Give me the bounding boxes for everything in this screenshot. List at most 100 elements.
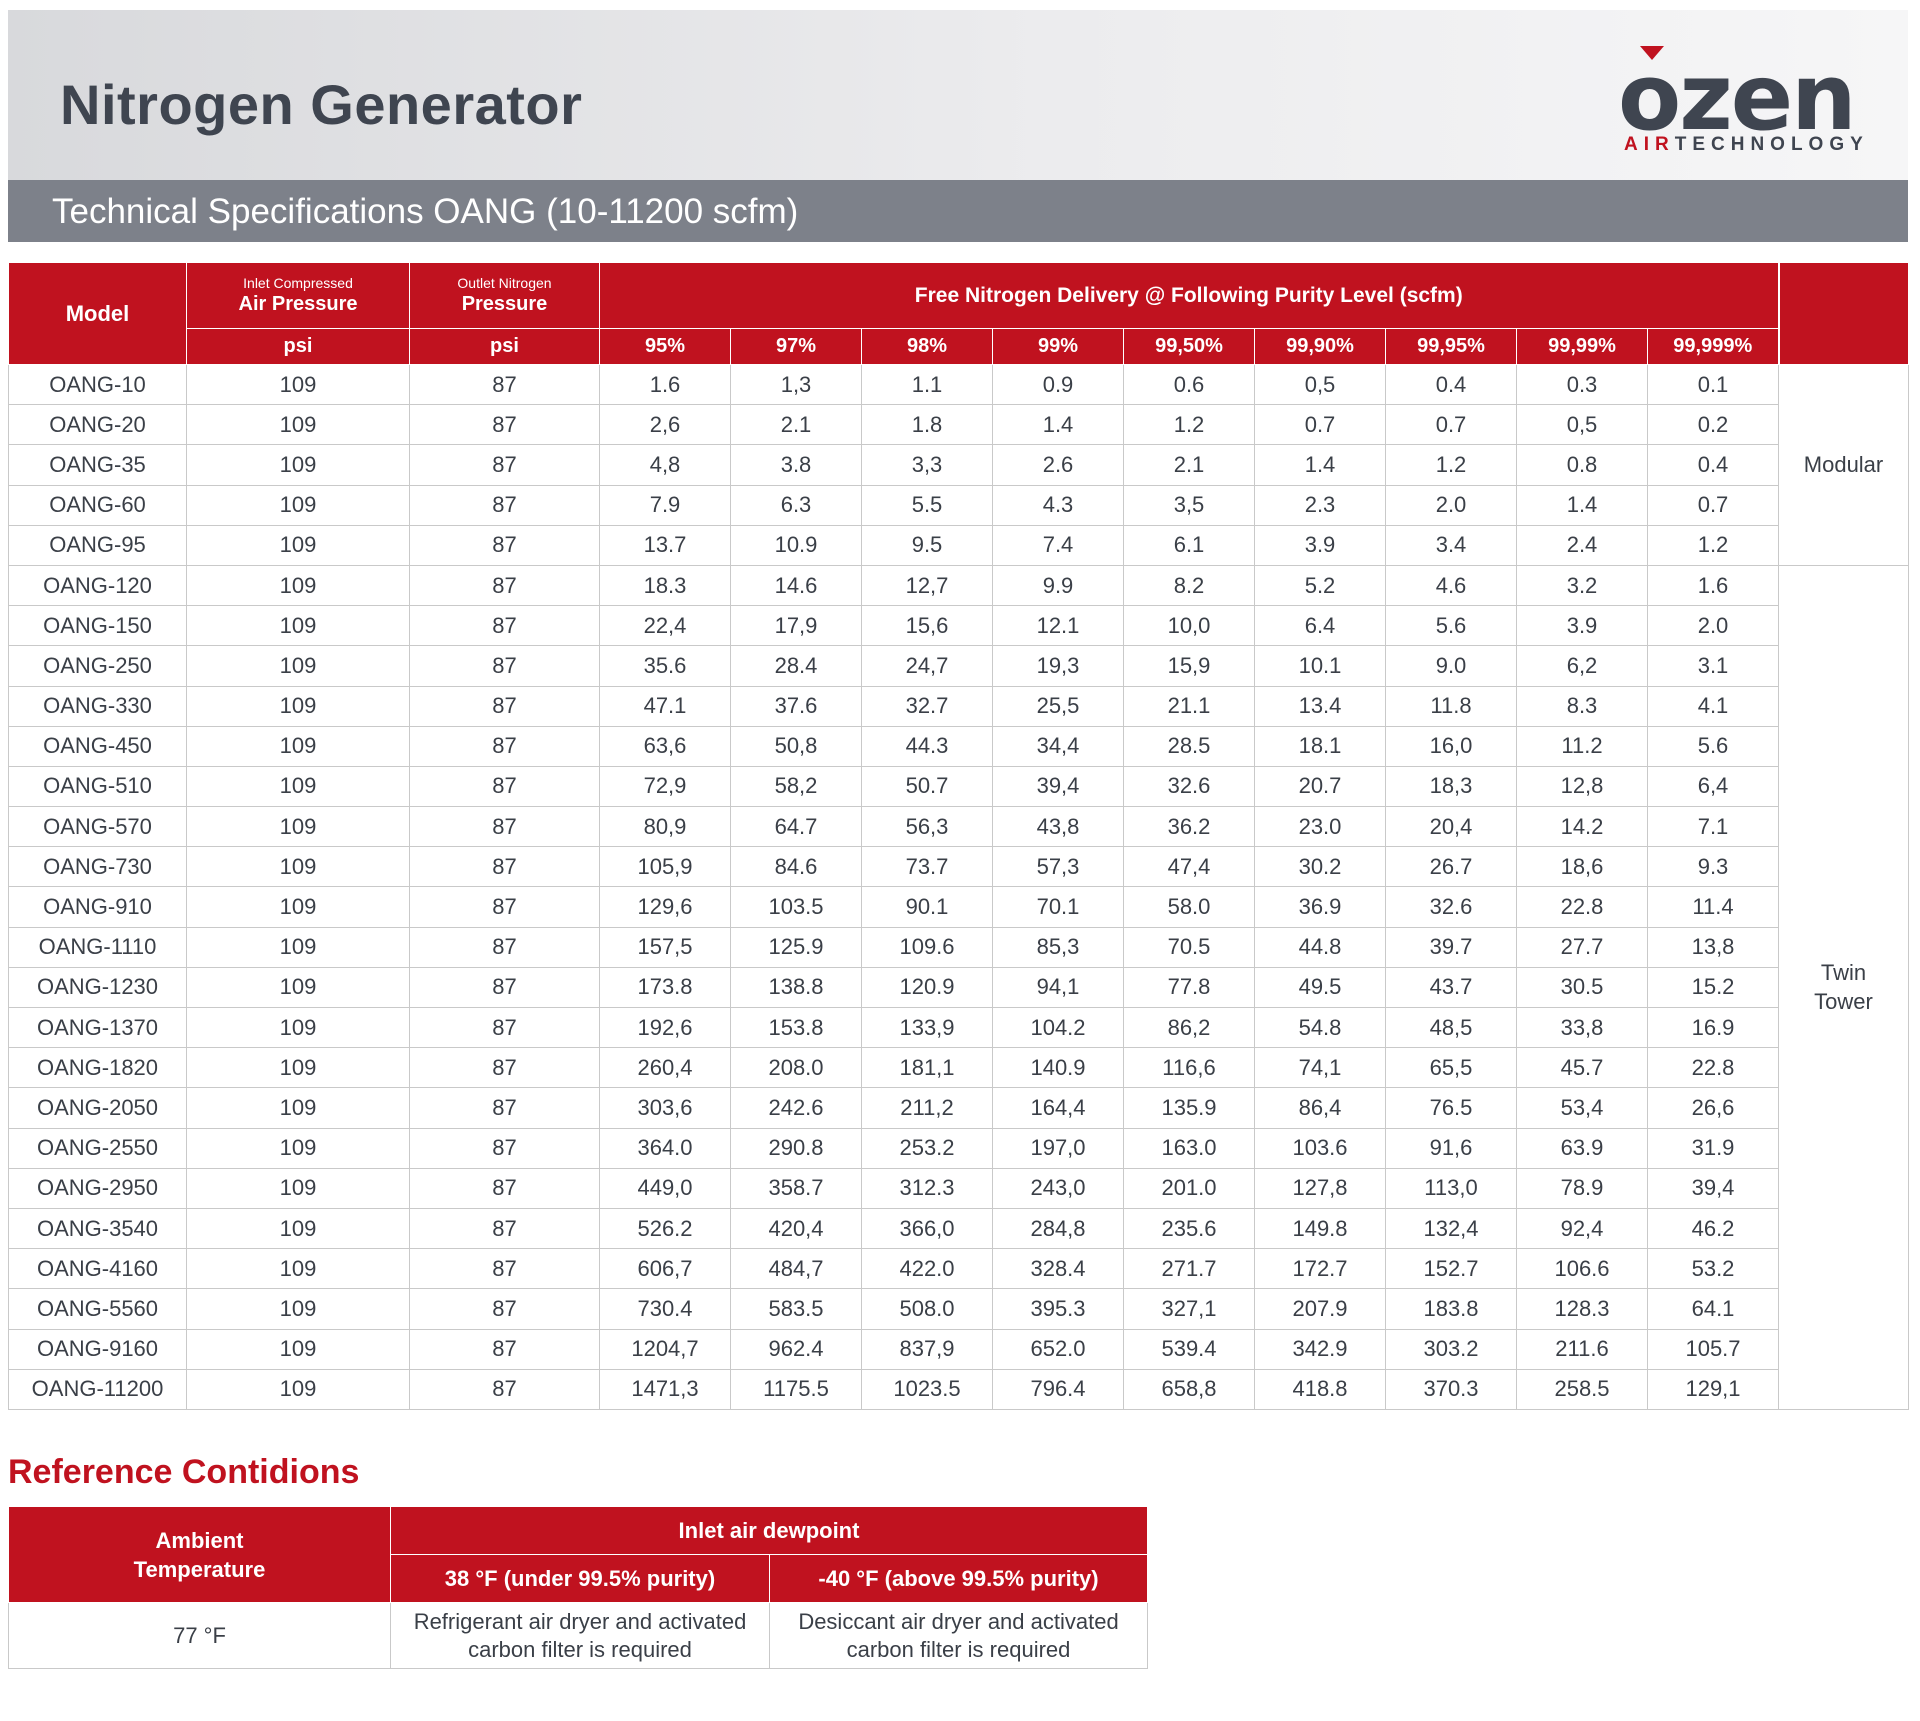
delivery-cell: 0.8 [1516, 444, 1648, 486]
inlet-pressure-cell: 109 [186, 1207, 410, 1250]
inlet-pressure-cell: 109 [186, 966, 410, 1009]
delivery-cell: 56,3 [861, 806, 993, 848]
delivery-cell: 78.9 [1516, 1167, 1648, 1209]
delivery-cell: 32.7 [861, 685, 993, 727]
header-purity: 99,999% [1646, 328, 1780, 365]
delivery-cell: 10,0 [1123, 605, 1255, 647]
inlet-pressure-cell: 109 [186, 1328, 410, 1370]
model-cell: OANG-20 [8, 404, 187, 446]
delivery-cell: 422.0 [861, 1248, 993, 1290]
header-purity: 99,99% [1516, 328, 1648, 365]
outlet-pressure-cell: 87 [409, 1288, 600, 1330]
delivery-cell: 6.1 [1123, 524, 1255, 566]
outlet-pressure-cell: 87 [409, 886, 600, 928]
delivery-cell: 120.9 [861, 966, 993, 1009]
table-row: OANG-4160 109 87 606,7 484,7 422.0 328.4 271.7 1… [8, 1248, 1909, 1290]
inlet-pressure-cell: 109 [186, 1288, 410, 1330]
delivery-cell: 1.4 [1254, 444, 1386, 486]
delivery-cell: 10.1 [1254, 645, 1386, 687]
delivery-cell: 44.8 [1254, 926, 1386, 968]
reference-row: 77 °F Refrigerant air dryer and activate… [8, 1602, 1148, 1669]
header-type [1777, 262, 1910, 365]
delivery-cell: 113,0 [1385, 1167, 1517, 1209]
inlet-pressure-cell: 109 [186, 765, 410, 808]
delivery-cell: 6,4 [1646, 765, 1780, 808]
delivery-cell: 1471,3 [599, 1368, 731, 1410]
delivery-cell: 5.5 [861, 484, 993, 526]
table-row: OANG-450 109 87 63,6 50,8 44.3 34,4 28.5 18.1 16,… [8, 725, 1909, 767]
header-outlet-title: Pressure [461, 293, 548, 315]
delivery-cell: 539.4 [1123, 1328, 1255, 1370]
model-cell: OANG-3540 [8, 1207, 187, 1250]
delivery-cell: 125.9 [730, 926, 862, 968]
delivery-cell: 94,1 [992, 966, 1124, 1009]
delivery-cell: 837,9 [861, 1328, 993, 1370]
delivery-cell: 23.0 [1254, 806, 1386, 848]
delivery-cell: 4.3 [992, 484, 1124, 526]
table-row: OANG-330 109 87 47.1 37.6 32.7 25,5 21.1 13.4 11.… [8, 685, 1909, 727]
table-row: OANG-150 109 87 22,4 17,9 15,6 12.1 10,0 6.4 5.6 3… [8, 605, 1909, 647]
inlet-pressure-cell: 109 [186, 645, 410, 687]
delivery-cell: 30.5 [1516, 966, 1648, 1009]
delivery-cell: 3,3 [861, 444, 993, 486]
delivery-cell: 54.8 [1254, 1006, 1386, 1049]
logo-tagline: AIRTECHNOLOGY [1624, 134, 1869, 156]
inlet-pressure-cell: 109 [186, 1047, 410, 1089]
delivery-cell: 0.2 [1646, 404, 1780, 446]
inlet-pressure-cell: 109 [186, 524, 410, 566]
delivery-cell: 3.8 [730, 444, 862, 486]
inlet-pressure-cell: 109 [186, 1167, 410, 1209]
delivery-cell: 47,4 [1123, 846, 1255, 888]
delivery-cell: 57,3 [992, 846, 1124, 888]
delivery-cell: 327,1 [1123, 1288, 1255, 1330]
delivery-cell: 9.3 [1646, 846, 1780, 888]
delivery-cell: 18,6 [1516, 846, 1648, 888]
delivery-cell: 90.1 [861, 886, 993, 928]
inlet-pressure-cell: 109 [186, 1368, 410, 1410]
header-purity: 98% [861, 328, 993, 365]
model-cell: OANG-1820 [8, 1047, 187, 1089]
delivery-cell: 76.5 [1385, 1087, 1517, 1129]
model-cell: OANG-570 [8, 806, 187, 848]
delivery-cell: 508.0 [861, 1288, 993, 1330]
header-delivery: Free Nitrogen Delivery @ Following Purit… [598, 262, 1780, 329]
model-cell: OANG-730 [8, 846, 187, 888]
delivery-cell: 11.8 [1385, 685, 1517, 727]
logo-tagline-air: AIR [1624, 134, 1675, 155]
delivery-cell: 22.8 [1516, 886, 1648, 928]
header-ambient-line2: Temperature [133, 1556, 266, 1582]
delivery-cell: 13,8 [1646, 926, 1780, 968]
delivery-cell: 20.7 [1254, 765, 1386, 808]
outlet-pressure-cell: 87 [409, 645, 600, 687]
delivery-cell: 103.5 [730, 886, 862, 928]
delivery-cell: 5.6 [1646, 725, 1780, 767]
model-cell: OANG-450 [8, 725, 187, 767]
model-cell: OANG-330 [8, 685, 187, 727]
delivery-cell: 3.1 [1646, 645, 1780, 687]
delivery-cell: 1.6 [599, 363, 731, 406]
model-cell: OANG-510 [8, 765, 187, 808]
delivery-cell: 58,2 [730, 765, 862, 808]
delivery-cell: 183.8 [1385, 1288, 1517, 1330]
outlet-pressure-cell: 87 [409, 1087, 600, 1129]
model-cell: OANG-120 [8, 564, 187, 607]
outlet-pressure-cell: 87 [409, 1248, 600, 1290]
delivery-cell: 962.4 [730, 1328, 862, 1370]
requirement-refrigerant-line1: Refrigerant air dryer and activated [413, 1608, 747, 1634]
header-purity: 99% [992, 328, 1124, 365]
table-row: OANG-2950 109 87 449,0 358.7 312.3 243,0 201.0 1… [8, 1167, 1909, 1209]
delivery-cell: 132,4 [1385, 1207, 1517, 1250]
delivery-cell: 18.1 [1254, 725, 1386, 767]
delivery-cell: 4,8 [599, 444, 731, 486]
delivery-cell: 47.1 [599, 685, 731, 727]
delivery-cell: 197,0 [992, 1127, 1124, 1169]
model-cell: OANG-1370 [8, 1006, 187, 1049]
delivery-cell: 253.2 [861, 1127, 993, 1169]
header-ambient-temperature: Ambient Temperature [8, 1506, 391, 1603]
delivery-cell: 243,0 [992, 1167, 1124, 1209]
table-row: OANG-1110 109 87 157,5 125.9 109.6 85,3 70.5 44.… [8, 926, 1909, 968]
delivery-cell: 4.6 [1385, 564, 1517, 607]
delivery-cell: 12,8 [1516, 765, 1648, 808]
delivery-cell: 0.1 [1646, 363, 1780, 406]
delivery-cell: 5.6 [1385, 605, 1517, 647]
